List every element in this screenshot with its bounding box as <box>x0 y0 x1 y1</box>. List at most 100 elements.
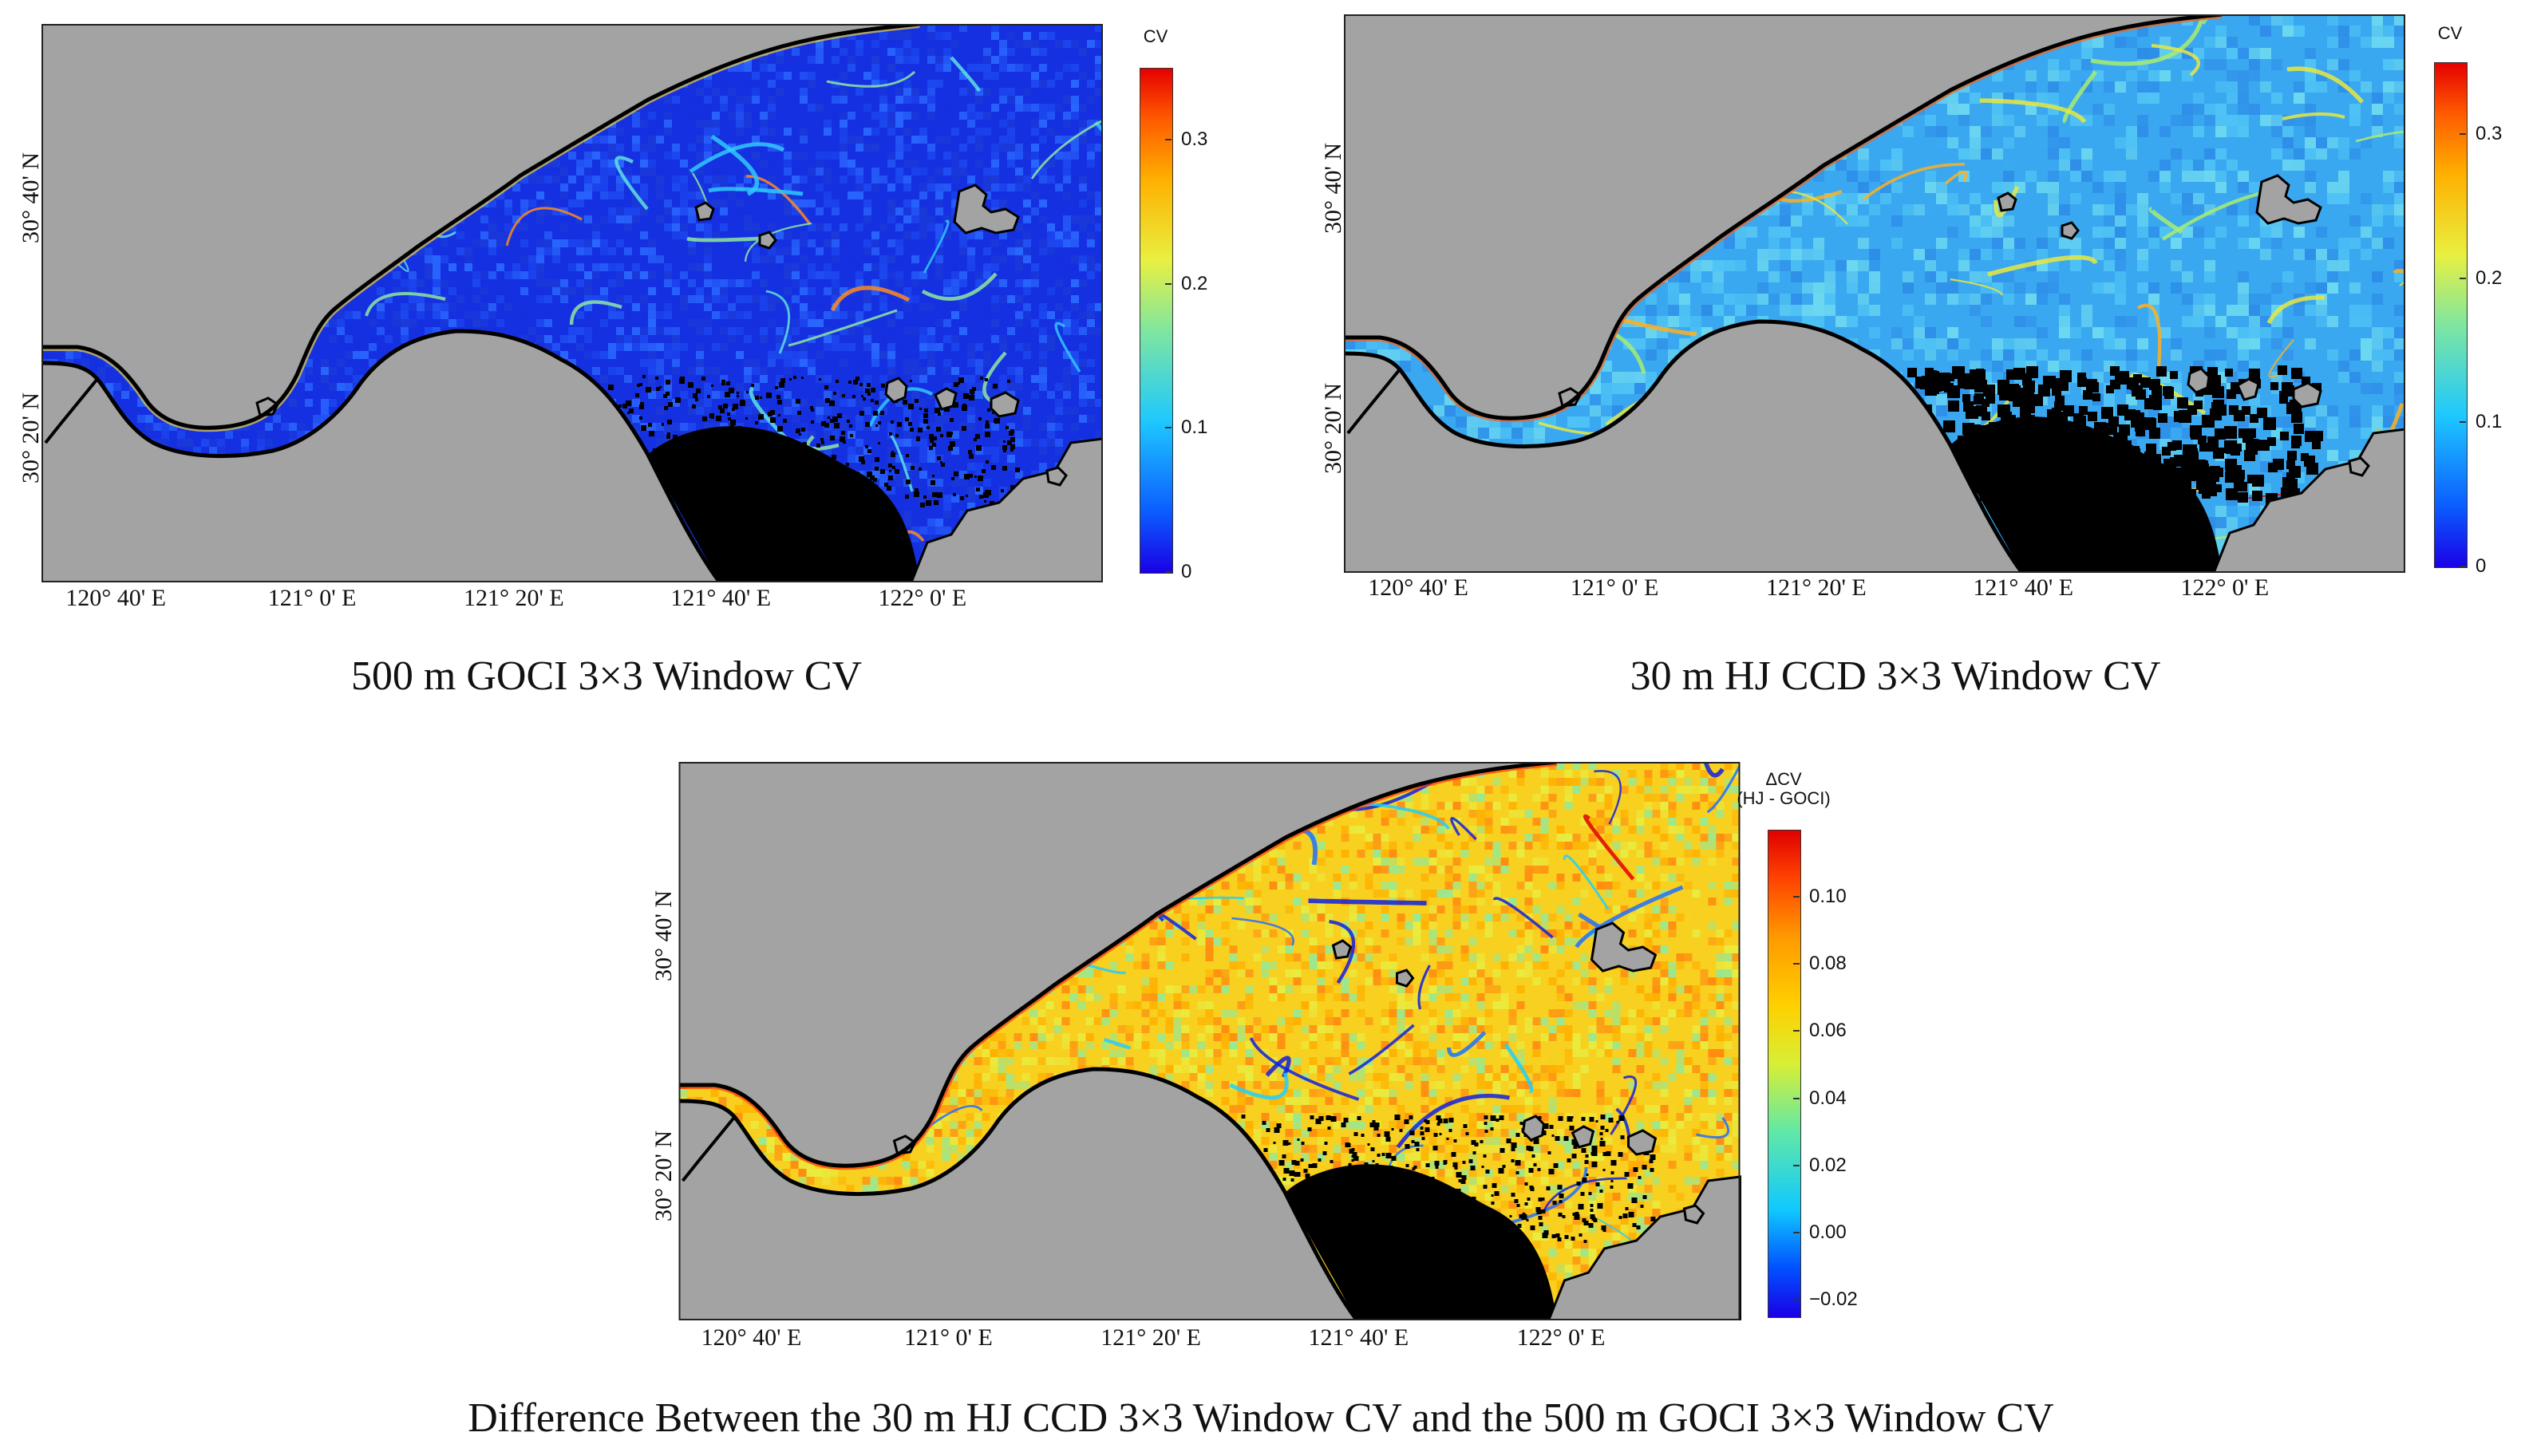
colorbar-tick-mark <box>1165 282 1172 285</box>
x-tick-label: 121° 20' E <box>1100 1324 1201 1351</box>
y-tick-label: 30° 20' N <box>1320 382 1346 474</box>
map-frame <box>41 24 1103 582</box>
north-coastline <box>678 762 1557 1168</box>
colorbar-tick-mark <box>1793 1231 1800 1233</box>
island <box>1521 1115 1546 1142</box>
x-tick-label: 121° 20' E <box>463 585 564 611</box>
colorbar-tick-mark <box>1793 896 1800 898</box>
map-diff <box>678 762 1741 1320</box>
island <box>1045 466 1068 487</box>
colorbar-subtitle: (HJ - GOCI) <box>1737 788 1831 808</box>
x-tick-label: 121° 0' E <box>904 1324 993 1351</box>
colorbar-tick-label: 0.1 <box>2476 411 2503 433</box>
island <box>758 231 777 250</box>
y-tick-label: 30° 40' N <box>650 890 677 981</box>
y-tick-label: 30° 40' N <box>1320 142 1346 234</box>
island <box>953 183 1020 235</box>
colorbar-tick-mark <box>1165 571 1172 573</box>
x-tick-label: 122° 0' E <box>1516 1324 1606 1351</box>
colorbar-tick-label: 0.04 <box>1809 1087 1847 1109</box>
colorbar-tick-mark <box>1793 1030 1800 1032</box>
island <box>694 201 715 222</box>
x-tick-label: 122° 0' E <box>878 585 967 611</box>
island <box>1590 921 1658 973</box>
map-hj <box>1344 14 2405 573</box>
colorbar-tick-mark <box>1793 963 1800 965</box>
map-frame <box>678 762 1741 1320</box>
island <box>2292 381 2322 408</box>
colorbar-tick-mark <box>2460 277 2466 279</box>
x-tick-label: 121° 20' E <box>1765 574 1867 601</box>
island <box>1997 191 2017 212</box>
island <box>2255 174 2322 225</box>
colorbar-tick-label: 0.2 <box>1181 272 1208 294</box>
colorbar-gradient <box>1140 68 1173 574</box>
x-tick-label: 120° 40' E <box>701 1324 802 1351</box>
x-tick-label: 121° 0' E <box>267 585 357 611</box>
island <box>1682 1204 1705 1225</box>
island <box>1571 1125 1595 1149</box>
colorbar-tick-mark <box>2460 133 2466 136</box>
island <box>2348 456 2370 477</box>
south-coastline <box>1344 319 2025 573</box>
colorbar-tick-mark <box>1793 1298 1800 1300</box>
colorbar-tick-label: 0.3 <box>2476 123 2503 145</box>
y-tick-label: 30° 20' N <box>650 1130 677 1221</box>
map-goci <box>41 24 1103 582</box>
colorbar-tick-mark <box>1165 139 1172 141</box>
island <box>934 387 958 411</box>
colorbar-gradient <box>1768 830 1801 1318</box>
island <box>1558 387 1582 408</box>
x-tick-label: 122° 0' E <box>2180 574 2270 601</box>
island <box>2236 377 2260 401</box>
river-channel <box>44 377 99 444</box>
south-coastline <box>678 1067 1359 1320</box>
colorbar-tick-label: −0.02 <box>1809 1288 1858 1310</box>
colorbar-gradient <box>2434 62 2468 568</box>
island <box>1396 969 1415 988</box>
island <box>892 1134 917 1155</box>
x-tick-label: 121° 40' E <box>670 585 772 611</box>
river-channel <box>681 1115 737 1182</box>
colorbar-tick-label: 0.08 <box>1809 953 1847 975</box>
colorbar-tick-label: 0.2 <box>2476 266 2503 289</box>
caption-goci: 500 m GOCI 3×3 Window CV <box>350 653 863 699</box>
colorbar-title: CV <box>1143 26 1168 46</box>
island <box>1331 939 1353 960</box>
colorbar-tick-label: 0 <box>2476 555 2487 577</box>
colorbar-tick-label: 0.02 <box>1809 1154 1847 1176</box>
island <box>1627 1129 1658 1156</box>
x-tick-label: 121° 0' E <box>1570 574 1659 601</box>
caption-diff: Difference Between the 30 m HJ CCD 3×3 W… <box>468 1395 2054 1441</box>
colorbar-tick-mark <box>1165 427 1172 429</box>
y-tick-label: 30° 40' N <box>18 152 44 243</box>
colorbar-tick-label: 0 <box>1181 561 1192 582</box>
colorbar-tick-mark <box>1793 1097 1800 1099</box>
north-coastline <box>41 24 920 430</box>
colorbar-tick-label: 0.10 <box>1809 886 1847 908</box>
river-channel <box>1346 368 1401 435</box>
colorbar-title: CV <box>2437 23 2463 43</box>
x-tick-label: 121° 40' E <box>1973 574 2074 601</box>
island <box>2061 221 2080 240</box>
map-frame <box>1344 14 2405 573</box>
x-tick-label: 121° 40' E <box>1308 1324 1409 1351</box>
south-coastline <box>41 329 722 582</box>
colorbar-tick-label: 0.00 <box>1809 1221 1847 1243</box>
island <box>990 391 1020 418</box>
x-tick-label: 120° 40' E <box>1368 574 1468 601</box>
colorbar-tick-mark <box>2460 421 2466 424</box>
colorbar-tick-label: 0.06 <box>1809 1020 1847 1042</box>
colorbar-tick-mark <box>1793 1164 1800 1166</box>
island <box>255 397 279 417</box>
colorbar-tick-label: 0.1 <box>1181 416 1208 439</box>
island <box>884 377 908 404</box>
caption-hj: 30 m HJ CCD 3×3 Window CV <box>1630 653 2161 699</box>
colorbar-tick-label: 0.3 <box>1181 128 1208 151</box>
x-tick-label: 120° 40' E <box>65 585 166 611</box>
colorbar-tick-mark <box>2460 566 2466 567</box>
north-coastline <box>1344 14 2223 420</box>
island <box>2187 367 2211 394</box>
colorbar-title: ΔCV <box>1765 769 1802 789</box>
y-tick-label: 30° 20' N <box>18 392 44 483</box>
